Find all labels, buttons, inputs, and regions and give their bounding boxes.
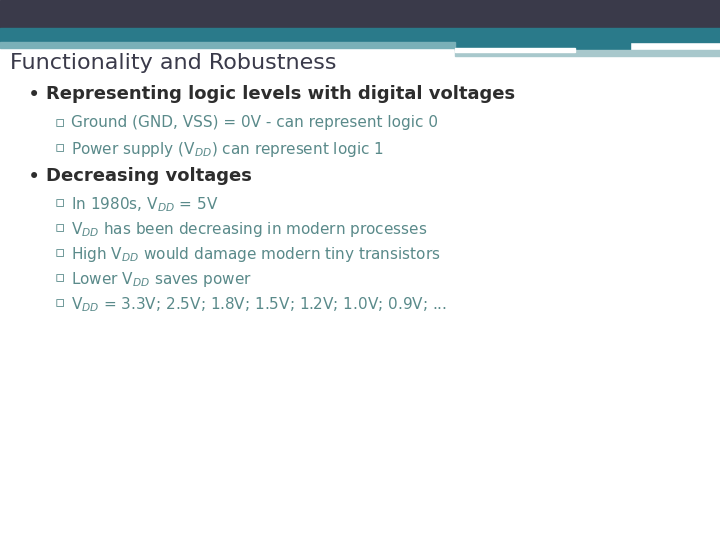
Text: High V$_{DD}$ would damage modern tiny transistors: High V$_{DD}$ would damage modern tiny t… bbox=[71, 245, 441, 264]
Text: Decreasing voltages: Decreasing voltages bbox=[46, 167, 252, 185]
Text: ▫: ▫ bbox=[55, 140, 66, 155]
Bar bbox=[0, 0, 720, 28]
Text: ▫: ▫ bbox=[55, 295, 66, 310]
Text: ▫: ▫ bbox=[55, 195, 66, 210]
Bar bbox=[455, 40, 630, 50]
Text: V$_{DD}$ has been decreasing in modern processes: V$_{DD}$ has been decreasing in modern p… bbox=[71, 220, 427, 239]
Text: ▫: ▫ bbox=[55, 220, 66, 235]
Text: •: • bbox=[28, 85, 40, 105]
Text: Representing logic levels with digital voltages: Representing logic levels with digital v… bbox=[46, 85, 515, 103]
Text: •: • bbox=[28, 167, 40, 187]
Bar bbox=[0, 42, 455, 48]
Text: ▫: ▫ bbox=[55, 270, 66, 285]
Text: Ground (GND, VSS) = 0V - can represent logic 0: Ground (GND, VSS) = 0V - can represent l… bbox=[71, 115, 438, 130]
Bar bbox=[455, 50, 720, 56]
Text: V$_{DD}$ = 3.3V; 2.5V; 1.8V; 1.5V; 1.2V; 1.0V; 0.9V; ...: V$_{DD}$ = 3.3V; 2.5V; 1.8V; 1.5V; 1.2V;… bbox=[71, 295, 447, 314]
Text: ▫: ▫ bbox=[55, 115, 66, 130]
Bar bbox=[0, 28, 720, 42]
Text: ▫: ▫ bbox=[55, 245, 66, 260]
Text: Power supply (V$_{DD}$) can represent logic 1: Power supply (V$_{DD}$) can represent lo… bbox=[71, 140, 384, 159]
Text: Lower V$_{DD}$ saves power: Lower V$_{DD}$ saves power bbox=[71, 270, 252, 289]
Text: In 1980s, V$_{DD}$ = 5V: In 1980s, V$_{DD}$ = 5V bbox=[71, 195, 218, 214]
Bar bbox=[455, 48, 575, 52]
Text: Functionality and Robustness: Functionality and Robustness bbox=[10, 53, 336, 73]
